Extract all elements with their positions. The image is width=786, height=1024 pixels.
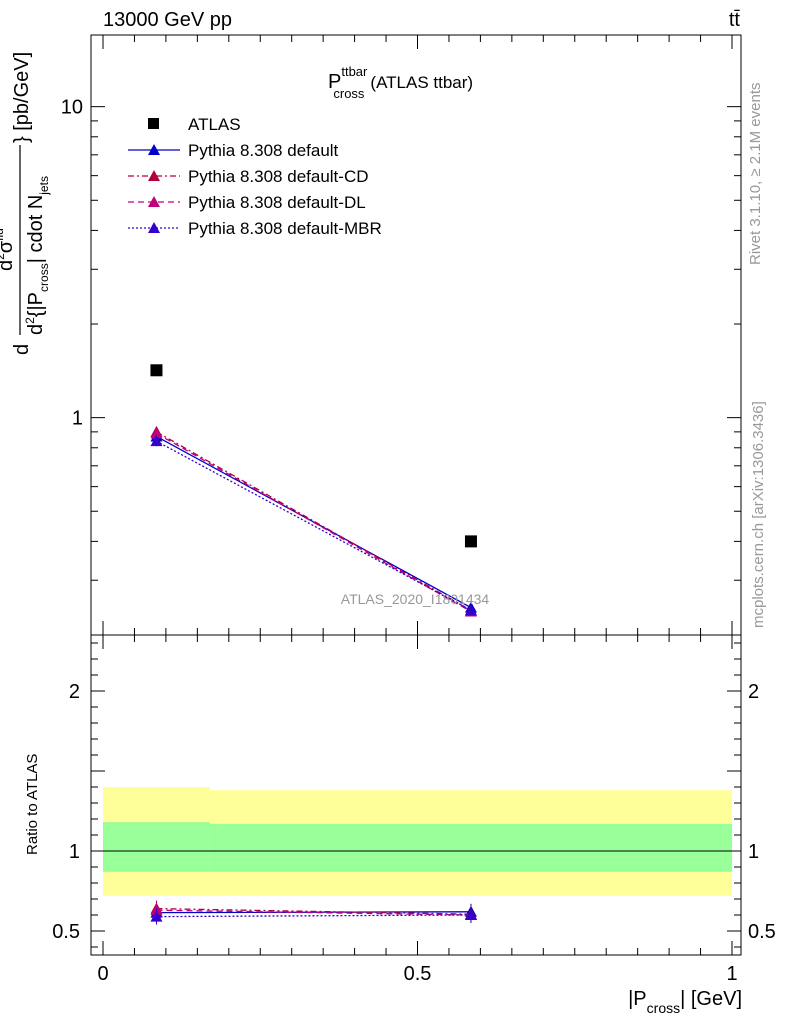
- ratio-band-inner: [103, 822, 210, 872]
- legend: ATLAS Pythia 8.308 default Pythia 8.308 de…: [128, 115, 382, 238]
- legend-marker: [148, 170, 160, 181]
- ratio-bands: [103, 787, 732, 896]
- atlas-point: [464, 535, 477, 548]
- x-axis-label: |Pcross| [GeV]: [628, 988, 742, 1016]
- series-marker: [150, 435, 163, 447]
- main-series: [150, 364, 477, 617]
- mcplots-label: mcplots.cern.ch [arXiv:1306.3436]: [750, 401, 767, 628]
- ratio-line: [156, 909, 471, 916]
- legend-label: ATLAS: [188, 115, 241, 134]
- x-tick-label: 0.5: [404, 963, 432, 985]
- legend-label: Pythia 8.308 default-DL: [188, 193, 366, 212]
- y-tick-label: 10: [61, 97, 83, 119]
- legend-marker: [148, 222, 160, 233]
- series-marker: [150, 427, 163, 439]
- svg-text:d: d: [11, 344, 33, 355]
- x-tick-label: 1: [726, 963, 737, 985]
- header-left: 13000 GeV pp: [103, 9, 232, 31]
- axes: 0 0.5 1 1 10 0.5 0.5 1 1 2 2: [52, 35, 776, 985]
- series-line: [156, 432, 472, 613]
- header-right: tt̄: [729, 9, 741, 31]
- legend-label: Pythia 8.308 default-CD: [188, 167, 369, 186]
- series-line: [156, 440, 472, 611]
- ratio-y-tick-label: 1: [69, 841, 80, 863]
- x-tick-label: 0: [97, 963, 108, 985]
- ratio-ylabel: Ratio to ATLAS: [24, 754, 41, 855]
- legend-marker: [148, 196, 160, 207]
- ratio-line: [156, 914, 471, 918]
- y-tick-label: 1: [72, 408, 83, 430]
- ratio-marker: [150, 910, 163, 922]
- atlas-point: [150, 364, 163, 377]
- main-ylabel: d d2σfid d2{|Pcross| cdot Njets } [pb/Ge…: [0, 52, 51, 355]
- ratio-frame: [90, 634, 742, 956]
- ratio-y-tick-label-right: 2: [748, 681, 759, 703]
- ratio-series: [150, 900, 477, 925]
- plot-title: Pttbar cross(ATLAS ttbar): [328, 64, 473, 101]
- legend-label: Pythia 8.308 default-MBR: [188, 219, 382, 238]
- series-line: [156, 431, 472, 611]
- svg-text:d2{|Pcross| cdot Njets: d2{|Pcross| cdot Njets: [23, 176, 51, 335]
- ratio-line: [156, 907, 471, 915]
- ratio-marker: [464, 909, 477, 920]
- legend-atlas-marker: [148, 118, 159, 129]
- svg-text:d2σfid: d2σfid: [0, 228, 17, 271]
- analysis-watermark: ATLAS_2020_I1801434: [341, 591, 490, 607]
- ratio-band-inner: [209, 823, 732, 872]
- svg-text:} [pb/GeV]: } [pb/GeV]: [11, 52, 33, 143]
- legend-label: Pythia 8.308 default: [188, 141, 339, 160]
- ratio-line: [156, 911, 471, 914]
- legend-marker: [148, 144, 160, 155]
- ratio-y-tick-label: 2: [69, 681, 80, 703]
- ratio-y-tick-label: 0.5: [52, 921, 80, 943]
- ratio-y-tick-label-right: 1: [748, 841, 759, 863]
- rivet-label: Rivet 3.1.10, ≥ 2.1M events: [747, 83, 764, 266]
- ratio-y-tick-label-right: 0.5: [748, 921, 776, 943]
- series-marker: [464, 604, 477, 616]
